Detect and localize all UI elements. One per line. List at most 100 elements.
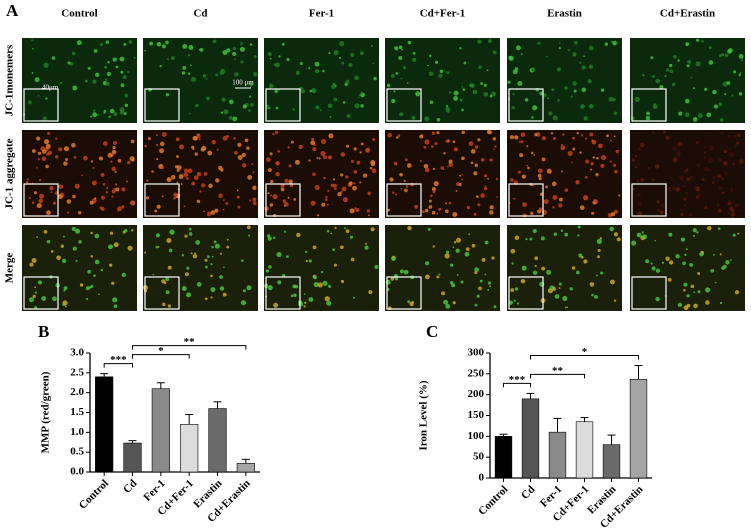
cell: [439, 69, 444, 74]
cell: [428, 71, 434, 77]
cell: [191, 76, 197, 83]
cell: [545, 185, 549, 189]
cell: [46, 239, 51, 244]
inset-box: [508, 276, 544, 310]
cell: [663, 130, 667, 134]
cell: [210, 274, 213, 278]
cell: [327, 155, 333, 160]
cell: [458, 182, 462, 187]
cell: [480, 82, 484, 85]
cell: [241, 152, 246, 158]
cell: [213, 240, 217, 244]
cell: [292, 284, 297, 289]
cell: [712, 89, 717, 95]
cell: [178, 174, 184, 179]
cell: [223, 109, 229, 115]
cell: [226, 48, 231, 53]
cell: [212, 39, 217, 44]
cell: [287, 146, 290, 149]
cell: [89, 286, 92, 289]
cell: [72, 194, 76, 199]
cell: [56, 255, 61, 261]
cell: [436, 275, 440, 279]
cell: [290, 140, 294, 144]
cell: [219, 286, 225, 291]
significance-bracket: [103, 363, 133, 368]
cell: [597, 248, 601, 253]
micrograph: [143, 38, 258, 123]
cell: [370, 45, 373, 47]
cell: [483, 186, 488, 191]
cell: [175, 165, 179, 169]
cell: [85, 286, 90, 291]
cell: [332, 178, 336, 181]
cell: [280, 187, 285, 192]
cell: [651, 74, 655, 78]
cell: [661, 261, 665, 264]
cell: [349, 208, 355, 214]
micrograph: [630, 130, 745, 218]
cell: [597, 255, 601, 259]
cell: [406, 163, 412, 168]
cell: [93, 197, 97, 200]
cell: [156, 158, 159, 161]
cell: [655, 296, 660, 302]
cell: [389, 177, 394, 182]
cell: [459, 98, 463, 102]
cell: [651, 178, 655, 182]
cell: [613, 135, 616, 138]
significance-bracket: [132, 354, 190, 359]
cell: [556, 67, 561, 72]
cell: [267, 236, 272, 241]
cell: [680, 213, 684, 217]
scale-label: 40μm: [42, 84, 59, 92]
cell: [194, 252, 197, 255]
cell: [407, 225, 412, 231]
cell: [479, 279, 483, 283]
cell: [732, 162, 735, 166]
cell: [683, 185, 686, 188]
cell: [284, 178, 289, 183]
cell: [163, 281, 167, 285]
micrograph: [22, 225, 137, 311]
cell: [102, 182, 106, 186]
cell: [55, 137, 58, 140]
cell: [325, 195, 328, 199]
cell: [421, 210, 425, 214]
cell: [112, 57, 117, 62]
cell: [308, 297, 314, 302]
cell: [329, 116, 332, 118]
cell: [560, 229, 564, 232]
cell: [576, 131, 579, 135]
cell: [105, 82, 110, 86]
cell: [25, 180, 29, 184]
cell: [613, 299, 617, 303]
cell: [445, 250, 450, 254]
cell: [236, 189, 239, 192]
cell: [484, 273, 487, 276]
bar: [494, 436, 513, 479]
cell: [642, 73, 645, 77]
cell: [724, 93, 727, 96]
cell: [246, 146, 250, 150]
cell: [483, 91, 489, 97]
cell: [492, 137, 497, 141]
cell: [100, 268, 104, 272]
cell: [37, 158, 41, 161]
cell: [692, 117, 698, 122]
cell: [398, 45, 403, 49]
micrograph: [385, 129, 500, 218]
cell: [366, 147, 371, 152]
scale-label: 100 μm: [232, 79, 254, 87]
cell: [46, 210, 51, 216]
cell: [281, 42, 285, 46]
cell: [692, 87, 695, 90]
cell: [613, 232, 619, 237]
y-tick-label: 1.5: [70, 406, 84, 418]
cell: [323, 176, 326, 180]
cell: [615, 149, 619, 154]
cell: [473, 171, 478, 176]
cell: [562, 133, 565, 136]
cell: [521, 265, 527, 271]
cell: [72, 85, 78, 91]
